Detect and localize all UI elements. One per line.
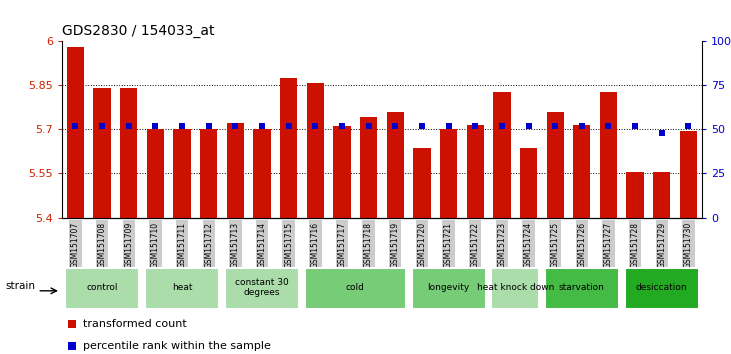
Text: GSM151715: GSM151715 bbox=[284, 222, 293, 268]
Bar bbox=[387, 112, 404, 218]
Text: GSM151709: GSM151709 bbox=[124, 222, 133, 268]
Text: GSM151711: GSM151711 bbox=[178, 222, 186, 268]
Text: desiccation: desiccation bbox=[636, 283, 688, 292]
Text: GSM151726: GSM151726 bbox=[577, 222, 586, 268]
Bar bbox=[120, 88, 137, 218]
Bar bbox=[307, 84, 324, 218]
Text: GSM151718: GSM151718 bbox=[364, 222, 373, 268]
Bar bbox=[680, 131, 697, 218]
Bar bbox=[625, 268, 699, 309]
Text: heat: heat bbox=[172, 283, 192, 292]
Bar bbox=[413, 148, 431, 218]
Text: GSM151713: GSM151713 bbox=[231, 222, 240, 268]
Bar bbox=[573, 125, 591, 218]
Text: starvation: starvation bbox=[559, 283, 605, 292]
Bar bbox=[67, 47, 84, 218]
Bar bbox=[173, 129, 191, 218]
Text: constant 30
degrees: constant 30 degrees bbox=[235, 278, 289, 297]
Bar bbox=[65, 268, 139, 309]
Text: longevity: longevity bbox=[428, 283, 470, 292]
Text: GSM151730: GSM151730 bbox=[684, 222, 693, 268]
Bar bbox=[412, 268, 485, 309]
Bar bbox=[600, 92, 617, 218]
Bar bbox=[333, 126, 351, 218]
Bar bbox=[466, 125, 484, 218]
Bar bbox=[491, 268, 539, 309]
Text: GSM151724: GSM151724 bbox=[524, 222, 533, 268]
Text: GSM151710: GSM151710 bbox=[151, 222, 160, 268]
Text: control: control bbox=[86, 283, 118, 292]
Text: cold: cold bbox=[346, 283, 365, 292]
Text: GSM151722: GSM151722 bbox=[471, 222, 480, 268]
Text: GSM151708: GSM151708 bbox=[98, 222, 107, 268]
Text: GSM151716: GSM151716 bbox=[311, 222, 320, 268]
Bar bbox=[626, 172, 644, 218]
Bar bbox=[280, 78, 298, 218]
Bar bbox=[227, 123, 244, 218]
Text: GSM151721: GSM151721 bbox=[444, 222, 453, 268]
Bar bbox=[94, 88, 111, 218]
Text: percentile rank within the sample: percentile rank within the sample bbox=[83, 341, 270, 350]
Text: GSM151729: GSM151729 bbox=[657, 222, 666, 268]
Bar bbox=[225, 268, 299, 309]
Text: GSM151725: GSM151725 bbox=[550, 222, 560, 268]
Bar bbox=[545, 268, 619, 309]
Text: GSM151717: GSM151717 bbox=[338, 222, 346, 268]
Bar bbox=[520, 148, 537, 218]
Text: transformed count: transformed count bbox=[83, 319, 186, 329]
Text: GSM151719: GSM151719 bbox=[391, 222, 400, 268]
Text: GSM151728: GSM151728 bbox=[631, 222, 640, 268]
Text: heat knock down: heat knock down bbox=[477, 283, 554, 292]
Bar bbox=[145, 268, 219, 309]
Text: GSM151712: GSM151712 bbox=[204, 222, 213, 268]
Text: GSM151720: GSM151720 bbox=[417, 222, 426, 268]
Bar bbox=[200, 129, 217, 218]
Bar bbox=[493, 92, 510, 218]
Text: GSM151714: GSM151714 bbox=[257, 222, 267, 268]
Text: GSM151727: GSM151727 bbox=[604, 222, 613, 268]
Text: GSM151707: GSM151707 bbox=[71, 222, 80, 268]
Text: GSM151723: GSM151723 bbox=[497, 222, 507, 268]
Bar bbox=[254, 129, 270, 218]
Bar bbox=[440, 129, 457, 218]
Text: GDS2830 / 154033_at: GDS2830 / 154033_at bbox=[62, 24, 215, 38]
Bar bbox=[360, 118, 377, 218]
Text: strain: strain bbox=[5, 281, 35, 291]
Bar bbox=[147, 129, 164, 218]
Bar bbox=[653, 172, 670, 218]
Bar bbox=[547, 112, 564, 218]
Bar bbox=[305, 268, 406, 309]
